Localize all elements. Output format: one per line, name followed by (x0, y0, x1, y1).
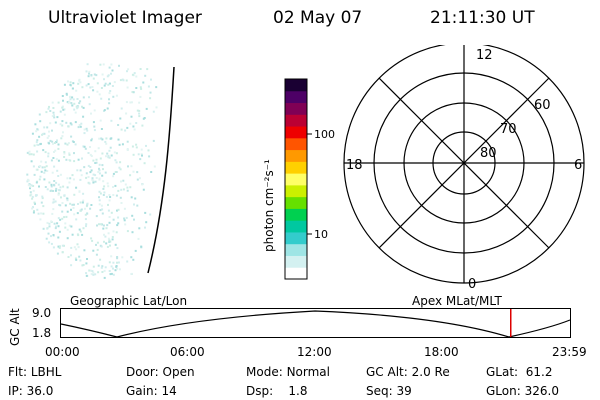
mlat-mlt-polar-grid: 12 18 6 0 80 70 60 (343, 45, 585, 292)
altitude-timeline-plot (60, 308, 571, 338)
colorbar-cells (285, 79, 307, 280)
observation-time: 21:11:30 UT (430, 8, 535, 28)
colorbar-cell (285, 102, 307, 115)
timeline-xtick-1200: 12:00 (297, 345, 332, 359)
mlt-label-6: 6 (574, 158, 582, 173)
colorbar-cell (285, 79, 307, 92)
status-dsp: Dsp: 1.8 (246, 384, 308, 398)
colorbar-cell (285, 231, 307, 245)
geographic-image-panel (26, 63, 175, 279)
colorbar-ticks: 10 100 (307, 128, 335, 241)
mlt-label-12: 12 (476, 48, 493, 63)
status-gc-alt: GC Alt: 2.0 Re (366, 365, 450, 379)
colorbar-tick-label: 10 (314, 228, 328, 241)
timeline-xtick-2359: 23:59 (552, 345, 587, 359)
timeline-ytick-high: 9.0 (32, 306, 52, 320)
colorbar-tick-label: 100 (314, 128, 335, 141)
status-seq: Seq: 39 (366, 384, 412, 398)
uv-emission-speckles (26, 63, 158, 279)
colorbar-cell (285, 126, 307, 139)
lat-label-80: 80 (480, 146, 497, 161)
colorbar-cell (285, 137, 307, 151)
colorbar-cell (285, 114, 307, 127)
colorbar-cell (285, 161, 307, 174)
colorbar-cell (285, 149, 307, 162)
timeline-axis-title: GC Alt (8, 308, 22, 346)
terminator-line (147, 66, 175, 274)
mlt-label-18: 18 (346, 158, 363, 173)
timeline-xtick-0600: 06:00 (170, 345, 205, 359)
status-mode: Mode: Normal (246, 365, 330, 379)
lat-label-60: 60 (534, 98, 551, 113)
status-filter: Flt: LBHL (8, 365, 62, 379)
timeline-xtick-0000: 00:00 (45, 345, 80, 359)
colorbar-cell (285, 208, 307, 221)
colorbar-cell (285, 267, 307, 280)
lat-label-70: 70 (500, 122, 517, 137)
mlt-label-0: 0 (468, 277, 476, 292)
colorbar-cell (285, 220, 307, 233)
timeline-left-label: Geographic Lat/Lon (70, 294, 188, 308)
colorbar-cell (285, 255, 307, 268)
status-glat: GLat: 61.2 (486, 365, 553, 379)
observation-date: 02 May 07 (273, 8, 363, 28)
instrument-title: Ultraviolet Imager (48, 8, 202, 28)
timeline-right-label: Apex MLat/MLT (412, 294, 502, 308)
timeline-xtick-1800: 18:00 (424, 345, 459, 359)
status-door: Door: Open (126, 365, 195, 379)
status-ip: IP: 36.0 (8, 384, 54, 398)
colorbar-cell (285, 90, 307, 104)
colorbar-cell (285, 184, 307, 198)
colorbar-frame (284, 78, 308, 280)
altitude-curve (60, 310, 571, 338)
mlt-diagonal-2 (378, 77, 550, 249)
colorbar-cell (285, 173, 307, 186)
colorbar-unit-label: photon cm⁻²s⁻¹ (262, 159, 276, 252)
timeline-frame (60, 308, 571, 338)
timeline-ytick-low: 1.8 (32, 326, 52, 340)
colorbar-cell (285, 243, 307, 256)
status-glon: GLon: 326.0 (486, 384, 559, 398)
status-gain: Gain: 14 (126, 384, 177, 398)
colorbar-cell (285, 196, 307, 209)
colorbar: 10 100 (284, 78, 335, 280)
